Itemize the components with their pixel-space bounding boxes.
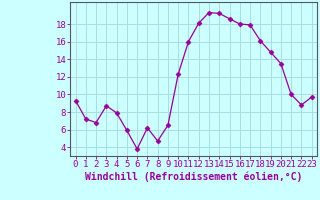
X-axis label: Windchill (Refroidissement éolien,°C): Windchill (Refroidissement éolien,°C) bbox=[85, 172, 302, 182]
